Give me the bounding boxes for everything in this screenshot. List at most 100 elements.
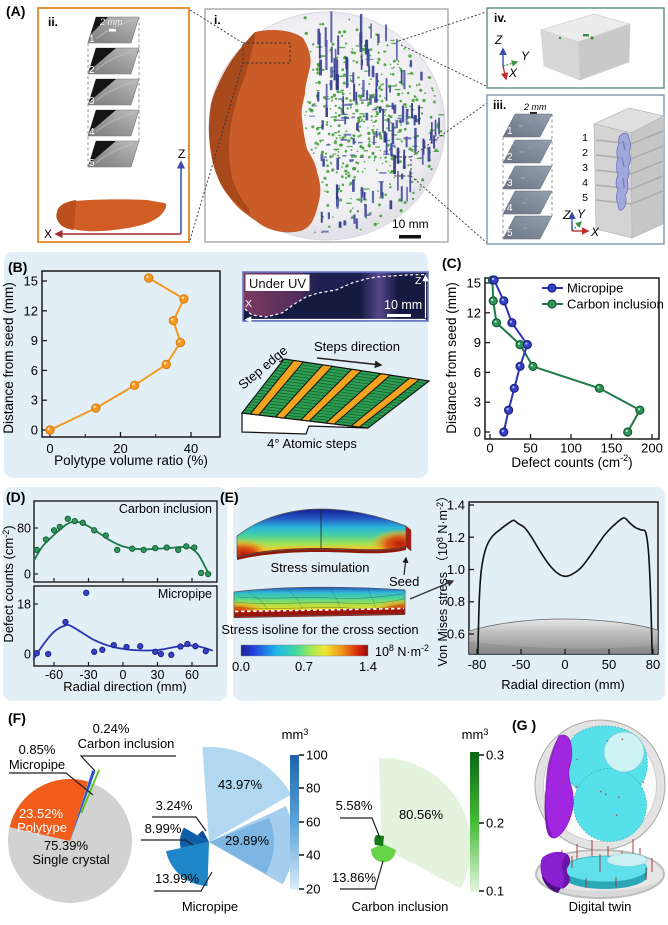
svg-text:1.0: 1.0	[447, 562, 465, 577]
svg-text:Digital twin: Digital twin	[569, 899, 632, 914]
svg-text:Defect counts (cm-2): Defect counts (cm-2)	[511, 453, 632, 470]
svg-text:Von Mises stress （108 N·m-2）: Von Mises stress （108 N·m-2）	[435, 490, 450, 667]
svg-text:Z: Z	[415, 275, 422, 287]
svg-text:X: X	[245, 298, 252, 310]
svg-text:Carbon inclusion: Carbon inclusion	[567, 297, 664, 312]
svg-text:0.7: 0.7	[295, 659, 313, 674]
svg-text:Stress isoline for the cross s: Stress isoline for the cross section	[221, 622, 418, 637]
svg-text:(F): (F)	[8, 710, 26, 726]
svg-text:100: 100	[560, 441, 582, 456]
svg-text:1.4: 1.4	[359, 659, 377, 674]
svg-text:0.8: 0.8	[447, 594, 465, 609]
svg-text:0.85%: 0.85%	[19, 742, 56, 757]
svg-text:Y: Y	[521, 49, 530, 63]
svg-text:0: 0	[31, 423, 38, 438]
svg-text:4: 4	[507, 203, 513, 214]
svg-text:0: 0	[561, 657, 568, 672]
svg-text:1: 1	[507, 126, 513, 137]
svg-text:3: 3	[474, 395, 481, 410]
svg-text:0: 0	[24, 648, 31, 662]
svg-text:50: 50	[602, 657, 616, 672]
svg-text:2: 2	[89, 65, 95, 76]
svg-text:(D): (D)	[6, 489, 25, 505]
svg-text:Carbon inclusion: Carbon inclusion	[119, 502, 212, 516]
svg-text:X: X	[44, 227, 52, 241]
svg-text:2 mm: 2 mm	[99, 17, 123, 27]
svg-text:Micropipe: Micropipe	[9, 757, 65, 772]
svg-text:80: 80	[306, 781, 320, 796]
svg-text:13.86%: 13.86%	[332, 870, 377, 885]
svg-text:(C): (C)	[442, 255, 461, 271]
svg-text:Steps direction: Steps direction	[314, 339, 400, 354]
svg-text:Polytype: Polytype	[17, 820, 67, 835]
svg-text:10 mm: 10 mm	[384, 298, 422, 312]
svg-text:150: 150	[601, 441, 623, 456]
svg-text:X: X	[590, 225, 600, 239]
svg-text:43.97%: 43.97%	[218, 777, 263, 792]
svg-text:0: 0	[486, 441, 493, 456]
svg-text:ii.: ii.	[48, 15, 58, 29]
svg-text:3: 3	[31, 393, 38, 408]
svg-text:(G ): (G )	[512, 717, 536, 733]
svg-text:80: 80	[17, 522, 31, 536]
svg-text:0.3: 0.3	[486, 748, 504, 763]
svg-text:1: 1	[582, 132, 588, 144]
svg-text:2 mm: 2 mm	[523, 102, 547, 112]
svg-text:4: 4	[582, 177, 588, 189]
svg-text:mm3: mm3	[462, 727, 489, 742]
svg-text:108 N·m-2: 108 N·m-2	[375, 643, 429, 659]
svg-text:-50: -50	[512, 657, 531, 672]
svg-text:6: 6	[31, 363, 38, 378]
svg-text:9: 9	[31, 333, 38, 348]
svg-text:3.24%: 3.24%	[156, 798, 193, 813]
svg-text:60: 60	[185, 668, 199, 682]
svg-text:Micropipe: Micropipe	[158, 587, 212, 601]
svg-text:60: 60	[306, 815, 320, 830]
svg-text:6: 6	[474, 365, 481, 380]
svg-text:20: 20	[306, 882, 320, 897]
svg-text:5.58%: 5.58%	[336, 798, 373, 813]
svg-text:0: 0	[120, 668, 127, 682]
svg-text:3: 3	[89, 96, 95, 107]
svg-text:4: 4	[89, 127, 95, 138]
svg-text:iii.: iii.	[493, 98, 506, 112]
svg-text:Micropipe: Micropipe	[567, 281, 623, 296]
svg-text:i.: i.	[214, 13, 221, 27]
svg-text:0: 0	[474, 425, 481, 440]
svg-text:Radial direction (mm): Radial direction (mm)	[63, 679, 187, 694]
svg-text:50: 50	[523, 441, 537, 456]
svg-text:(E): (E)	[220, 489, 239, 505]
svg-text:0: 0	[24, 568, 31, 582]
svg-text:Single crystal: Single crystal	[32, 852, 109, 867]
svg-text:Carbon inclusion: Carbon inclusion	[352, 899, 449, 914]
svg-text:-80: -80	[468, 657, 487, 672]
svg-text:-60: -60	[45, 668, 63, 682]
svg-text:4° Atomic steps: 4° Atomic steps	[267, 436, 357, 451]
svg-text:Z: Z	[562, 208, 571, 222]
svg-text:iv.: iv.	[494, 11, 506, 25]
svg-text:-30: -30	[79, 668, 97, 682]
svg-text:Z: Z	[178, 147, 185, 161]
svg-text:29.89%: 29.89%	[225, 833, 270, 848]
svg-text:Defect counts (cm-2): Defect counts (cm-2)	[1, 525, 16, 642]
svg-text:3: 3	[582, 162, 588, 174]
svg-text:(B): (B)	[8, 259, 27, 275]
svg-text:1.4: 1.4	[447, 498, 465, 513]
svg-text:mm3: mm3	[282, 727, 309, 742]
svg-text:3: 3	[507, 178, 513, 189]
svg-text:2: 2	[507, 152, 513, 163]
svg-text:0.2: 0.2	[486, 816, 504, 831]
svg-text:Z: Z	[494, 33, 503, 47]
svg-text:13.99%: 13.99%	[155, 871, 200, 886]
svg-text:Carbon inclusion: Carbon inclusion	[78, 736, 175, 751]
svg-text:Under UV: Under UV	[249, 276, 306, 291]
svg-text:(A): (A)	[6, 3, 25, 19]
svg-text:15: 15	[24, 274, 38, 289]
svg-text:Stress simulation: Stress simulation	[271, 560, 370, 575]
svg-text:40: 40	[184, 441, 198, 456]
svg-text:80.56%: 80.56%	[399, 807, 444, 822]
svg-text:200: 200	[641, 441, 663, 456]
svg-text:5: 5	[582, 192, 588, 204]
svg-text:100: 100	[306, 748, 328, 763]
svg-text:0.1: 0.1	[486, 884, 504, 899]
